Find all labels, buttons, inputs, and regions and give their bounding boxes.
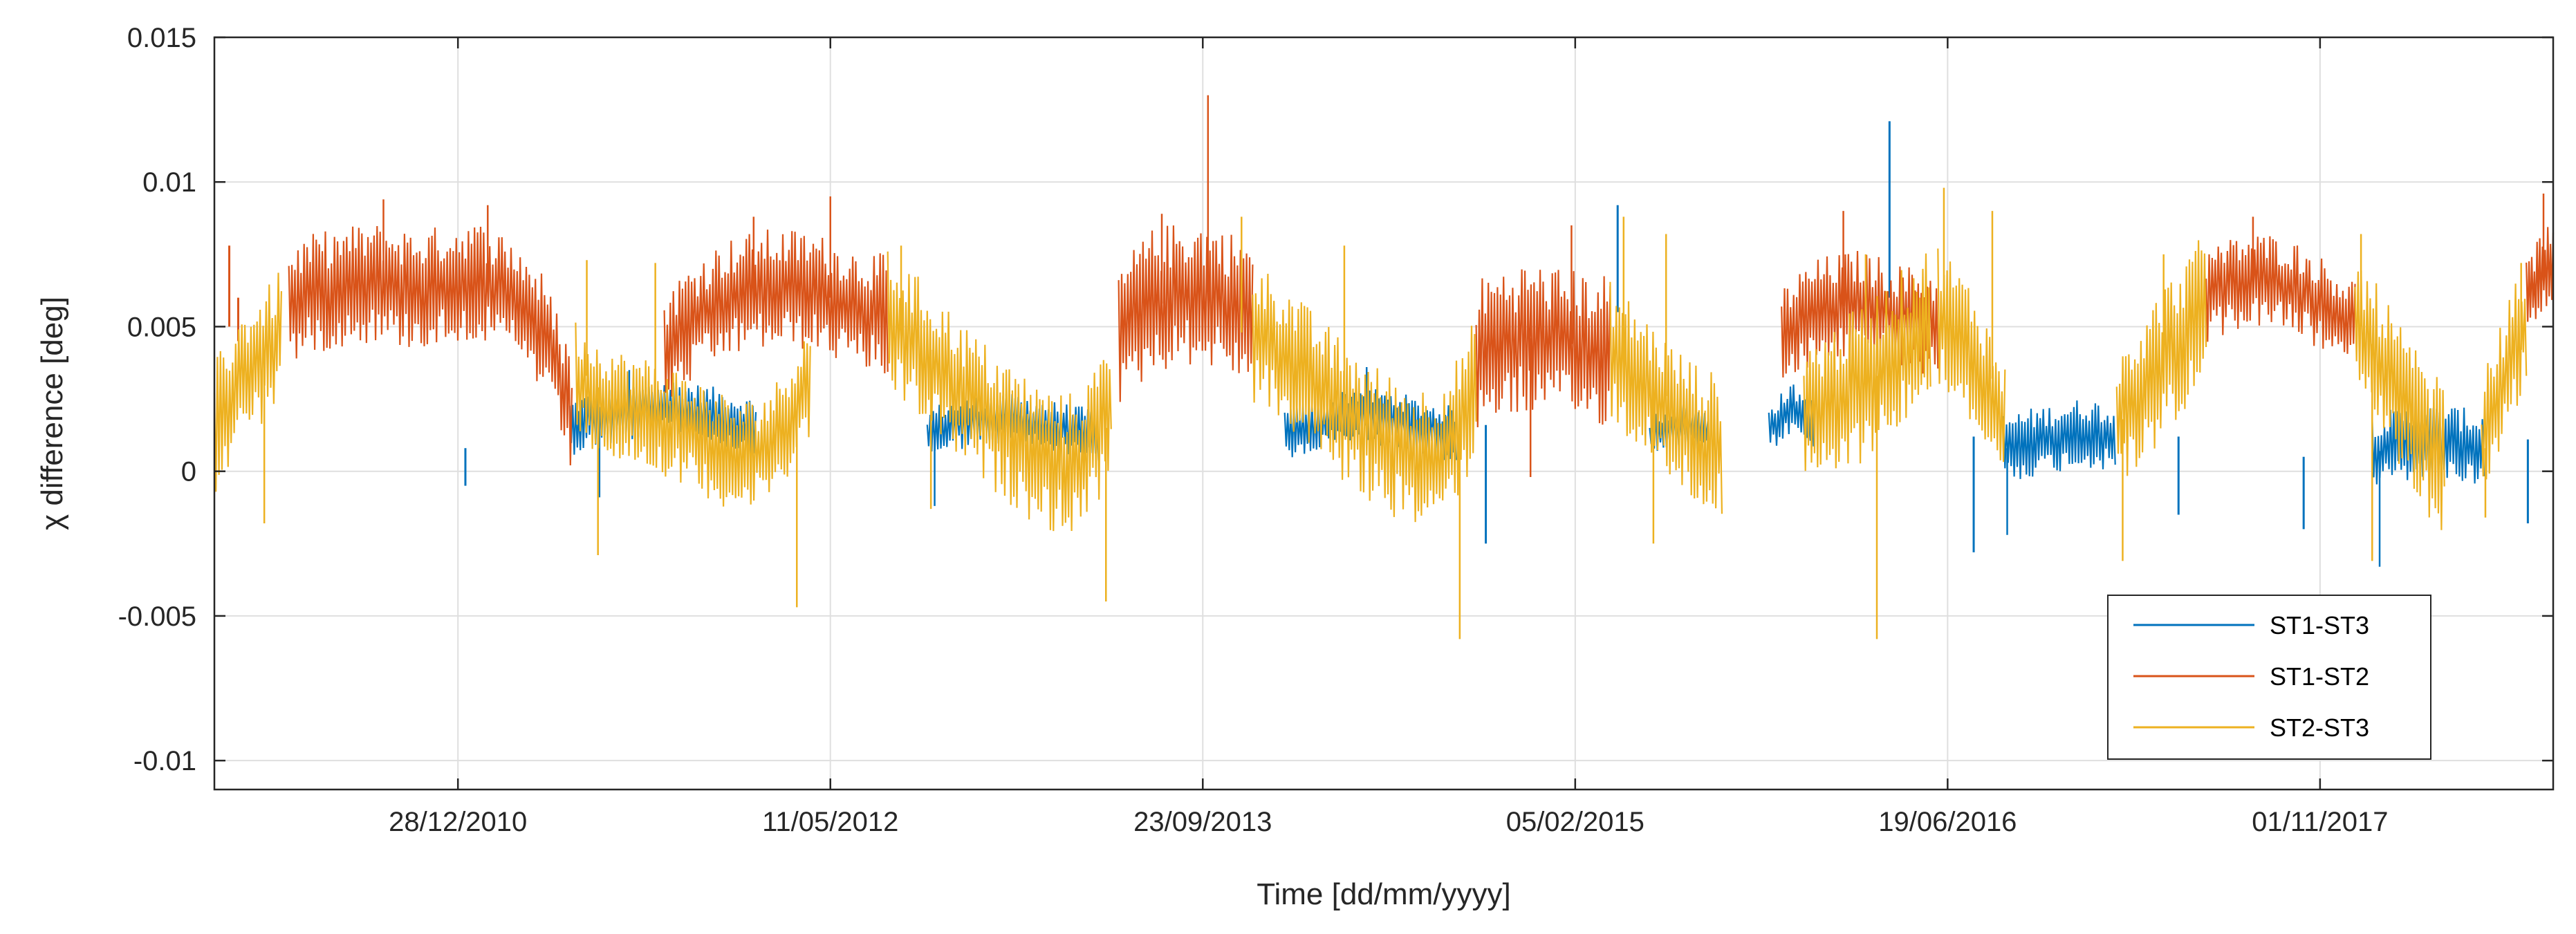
series-line-segment: [2526, 227, 2555, 322]
series-line-segment: [887, 251, 1112, 532]
y-tick-label: 0.005: [127, 312, 196, 342]
series-line-segment: [663, 230, 889, 397]
y-tick-label: -0.005: [118, 601, 196, 632]
series-line-segment: [1475, 269, 1611, 428]
legend-label: ST2-ST3: [2270, 713, 2369, 742]
series-line-segment: [1803, 253, 1931, 471]
series-st2-st3: [213, 187, 2528, 639]
x-tick-label: 11/05/2012: [762, 807, 898, 837]
series-line-segment: [288, 225, 573, 466]
axes-box: [213, 36, 2555, 791]
series-layer: [213, 95, 2555, 639]
series-line-segment: [1937, 248, 2006, 463]
x-tick-label: 23/09/2013: [1133, 807, 1272, 837]
series-line-segment: [1118, 225, 1254, 402]
x-tick-label: 01/11/2017: [2252, 807, 2388, 837]
legend-label: ST1-ST2: [2270, 662, 2369, 691]
series-line-segment: [213, 272, 282, 492]
y-tick-label: 0: [181, 457, 196, 487]
legend: ST1-ST3 ST1-ST2 ST2-ST3: [2107, 595, 2431, 760]
x-tick-label: 05/02/2015: [1506, 807, 1644, 837]
series-line-segment: [2354, 270, 2445, 530]
series-line-segment: [1781, 250, 1939, 378]
y-tick-label: 0.01: [142, 167, 196, 198]
series-line-segment: [2481, 283, 2528, 480]
series-line-segment: [1252, 273, 1477, 523]
x-axis-title: Time [dd/mm/yyyy]: [1257, 877, 1511, 911]
legend-item-st1-st2: ST1-ST2: [2133, 662, 2369, 691]
legend-label: ST1-ST3: [2270, 611, 2369, 639]
y-axis-title: χ difference [deg]: [35, 297, 69, 530]
series-line-segment: [575, 322, 811, 507]
series-line-segment: [2205, 236, 2356, 354]
y-tick-label: 0.015: [127, 23, 196, 53]
legend-item-st1-st3: ST1-ST3: [2133, 611, 2369, 639]
series-line-segment: [2115, 240, 2207, 476]
x-tick-label: 19/06/2016: [1878, 807, 2017, 837]
axis-ticks: 28/12/2010 11/05/2012 23/09/2013 05/02/2015…: [118, 23, 2553, 837]
series-line-segment: [2003, 400, 2116, 479]
series-st1-st2: [228, 95, 2555, 478]
legend-item-st2-st3: ST2-ST3: [2133, 713, 2369, 742]
x-tick-label: 28/12/2010: [389, 807, 527, 837]
y-tick-label: -0.01: [133, 746, 196, 776]
series-line-segment: [1609, 281, 1723, 514]
